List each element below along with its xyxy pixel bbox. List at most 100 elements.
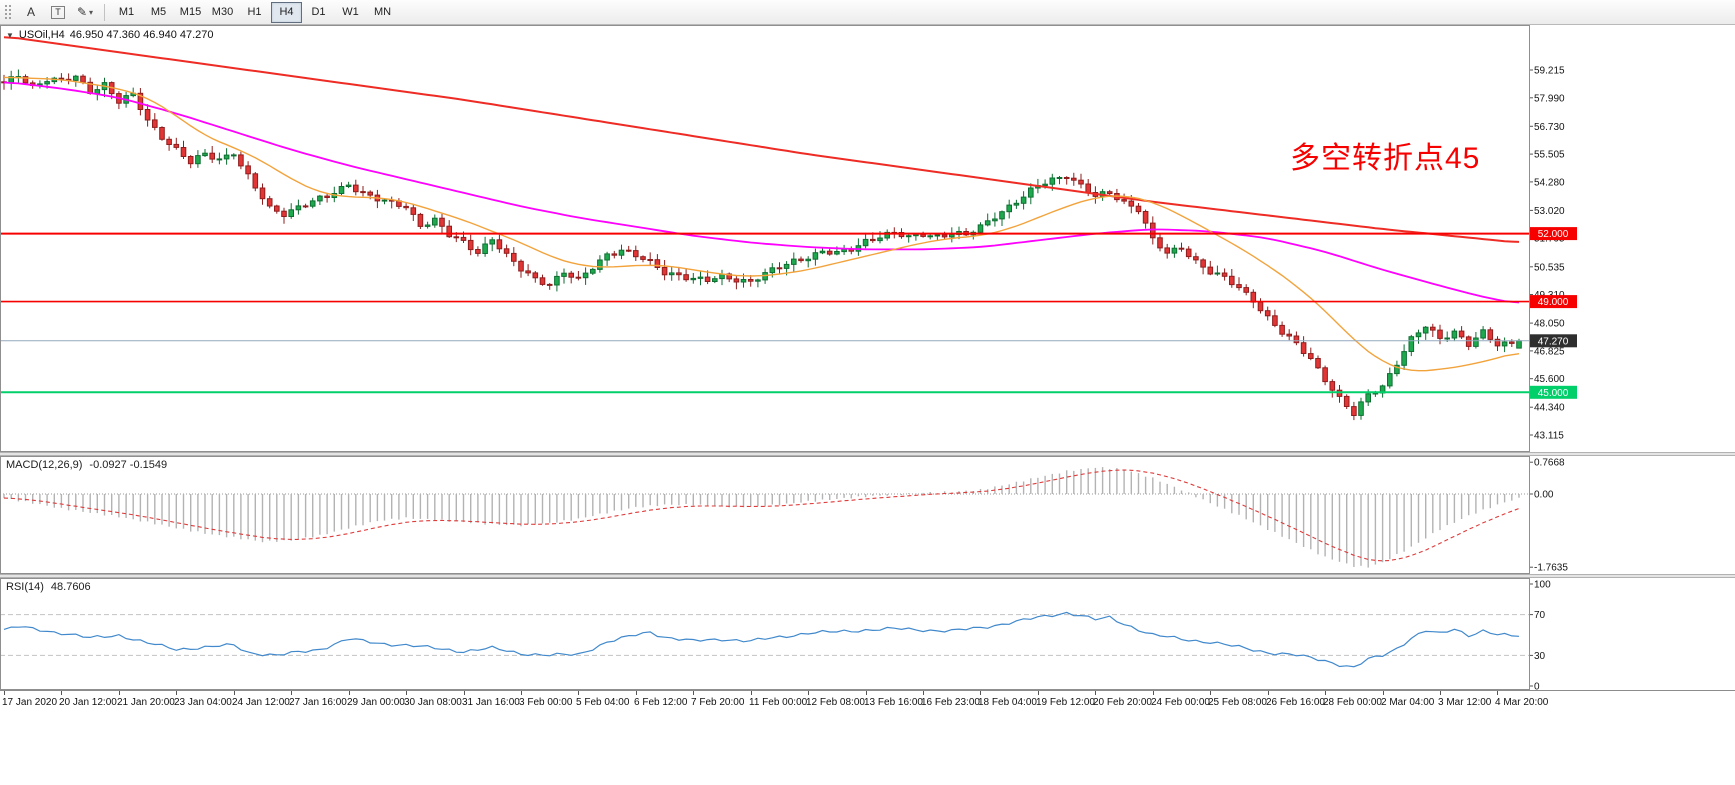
time-tick	[1497, 691, 1498, 695]
timeframe-button-m30[interactable]: M30	[211, 6, 234, 18]
time-label: 7 Feb 20:00	[691, 697, 745, 708]
time-label: 23 Jan 04:00	[174, 697, 232, 708]
time-label: 26 Feb 16:00	[1266, 697, 1325, 708]
rsi-canvas: 100 70 30 0	[0, 578, 1735, 693]
time-tick	[61, 691, 62, 695]
ma-medium-line	[3, 81, 1520, 304]
time-label: 18 Feb 04:00	[978, 697, 1037, 708]
drawing-tool-button[interactable]: ✎ ▾	[72, 2, 98, 22]
time-tick	[521, 691, 522, 695]
time-axis[interactable]: 17 Jan 2020 20 Jan 12:00 21 Jan 20:00 23 Ja…	[0, 690, 1735, 713]
price-badge: 52.000	[1530, 227, 1577, 241]
time-label: 5 Feb 04:00	[576, 697, 630, 708]
time-label: 29 Jan 00:00	[347, 697, 405, 708]
macd-histogram	[3, 467, 1520, 568]
font-tool-button[interactable]: A	[18, 2, 44, 22]
rsi-line	[3, 611, 1520, 668]
panel-divider[interactable]	[0, 574, 1735, 578]
price-badge: 45.000	[1530, 385, 1577, 399]
time-tick	[578, 691, 579, 695]
svg-text:48.050: 48.050	[1534, 319, 1565, 330]
bottom-spacer	[0, 713, 1735, 785]
timeframe-button-m5[interactable]: M5	[150, 6, 167, 18]
svg-text:0.00: 0.00	[1534, 490, 1554, 501]
rsi-value: 48.7606	[50, 581, 91, 593]
rsi-title: RSI(14)	[6, 581, 44, 593]
time-tick	[119, 691, 120, 695]
timeframe-button-group: M1 M5 M15 M30 H1 H4 D1 W1 MN	[111, 1, 398, 23]
timeframe-button-m1[interactable]: M1	[118, 6, 135, 18]
time-label: 3 Mar 12:00	[1438, 697, 1492, 708]
time-tick	[176, 691, 177, 695]
pencil-icon: ✎	[76, 5, 88, 19]
time-label: 13 Feb 16:00	[864, 697, 923, 708]
macd-title: MACD(12,26,9)	[6, 459, 83, 471]
time-label: 4 Mar 20:00	[1495, 697, 1549, 708]
time-tick	[636, 691, 637, 695]
time-tick	[693, 691, 694, 695]
svg-text:49.000: 49.000	[1538, 297, 1569, 308]
time-tick	[291, 691, 292, 695]
time-tick	[464, 691, 465, 695]
time-label: 3 Feb 00:00	[519, 697, 573, 708]
panel-divider[interactable]	[0, 452, 1735, 456]
timeframe-button-mn[interactable]: MN	[373, 6, 392, 18]
timeframe-button-w1[interactable]: W1	[342, 6, 359, 18]
svg-text:-1.7635: -1.7635	[1534, 563, 1568, 574]
time-tick	[4, 691, 5, 695]
text-box-icon: T	[51, 5, 65, 19]
time-label: 24 Feb 00:00	[1151, 697, 1210, 708]
time-label: 17 Jan 2020	[2, 697, 58, 708]
svg-text:45.600: 45.600	[1534, 374, 1565, 385]
time-label: 30 Jan 08:00	[404, 697, 462, 708]
macd-panel[interactable]: 0.7668 0.00 -1.7635 MACD(12,26,9) -0.0927 …	[0, 456, 1735, 574]
dropdown-caret-icon: ▾	[89, 7, 94, 17]
text-label-tool-button[interactable]: T	[45, 2, 71, 22]
time-label: 27 Jan 16:00	[289, 697, 347, 708]
timeframe-button-d1[interactable]: D1	[311, 6, 326, 18]
timeframe-button-h1[interactable]: H1	[247, 6, 262, 18]
price-chart-canvas[interactable]: 59.21557.99056.73055.50554.28053.02051.7…	[0, 25, 1735, 452]
time-label: 6 Feb 12:00	[634, 697, 688, 708]
time-tick	[1038, 691, 1039, 695]
time-tick	[923, 691, 924, 695]
time-label: 24 Jan 12:00	[232, 697, 290, 708]
timeframe-button-h4[interactable]: H4	[271, 1, 302, 23]
svg-text:46.825: 46.825	[1534, 346, 1565, 357]
time-tick	[808, 691, 809, 695]
macd-values: -0.0927 -0.1549	[89, 459, 168, 471]
svg-text:70: 70	[1534, 610, 1546, 621]
svg-text:45.000: 45.000	[1538, 388, 1569, 399]
svg-text:30: 30	[1534, 651, 1546, 662]
svg-text:52.000: 52.000	[1538, 229, 1569, 240]
time-label: 12 Feb 08:00	[806, 697, 865, 708]
svg-text:44.340: 44.340	[1534, 403, 1565, 414]
time-label: 16 Feb 23:00	[921, 697, 980, 708]
toolbar: A T ✎ ▾ M1 M5 M15 M30 H1 H4 D1 W1 MN	[0, 0, 1735, 25]
price-chart-panel[interactable]: 59.21557.99056.73055.50554.28053.02051.7…	[0, 25, 1735, 452]
time-label: 31 Jan 16:00	[462, 697, 520, 708]
time-label: 21 Jan 20:00	[117, 697, 175, 708]
toolbar-grip-icon[interactable]	[4, 4, 13, 20]
letter-a-icon: A	[26, 5, 35, 19]
time-label: 25 Feb 08:00	[1208, 697, 1267, 708]
time-tick	[866, 691, 867, 695]
chart-annotation-text: 多空转折点45	[1290, 142, 1481, 175]
macd-header: MACD(12,26,9) -0.0927 -0.1549	[6, 459, 167, 471]
chart-collapse-icon[interactable]: ▼	[6, 30, 14, 40]
time-tick	[349, 691, 350, 695]
svg-text:57.990: 57.990	[1534, 93, 1565, 104]
ma-slow-line	[3, 36, 1520, 243]
rsi-header: RSI(14) 48.7606	[6, 581, 91, 593]
time-tick	[1268, 691, 1269, 695]
chart-symbol-label: USOil,H4	[18, 29, 65, 41]
time-tick	[980, 691, 981, 695]
svg-text:55.505: 55.505	[1534, 150, 1565, 161]
timeframe-button-m15[interactable]: M15	[179, 6, 202, 18]
svg-text:50.535: 50.535	[1534, 262, 1565, 273]
svg-text:59.215: 59.215	[1534, 66, 1565, 77]
toolbar-separator	[104, 3, 105, 21]
time-tick	[751, 691, 752, 695]
rsi-panel[interactable]: 100 70 30 0 RSI(14) 48.7606	[0, 578, 1735, 693]
